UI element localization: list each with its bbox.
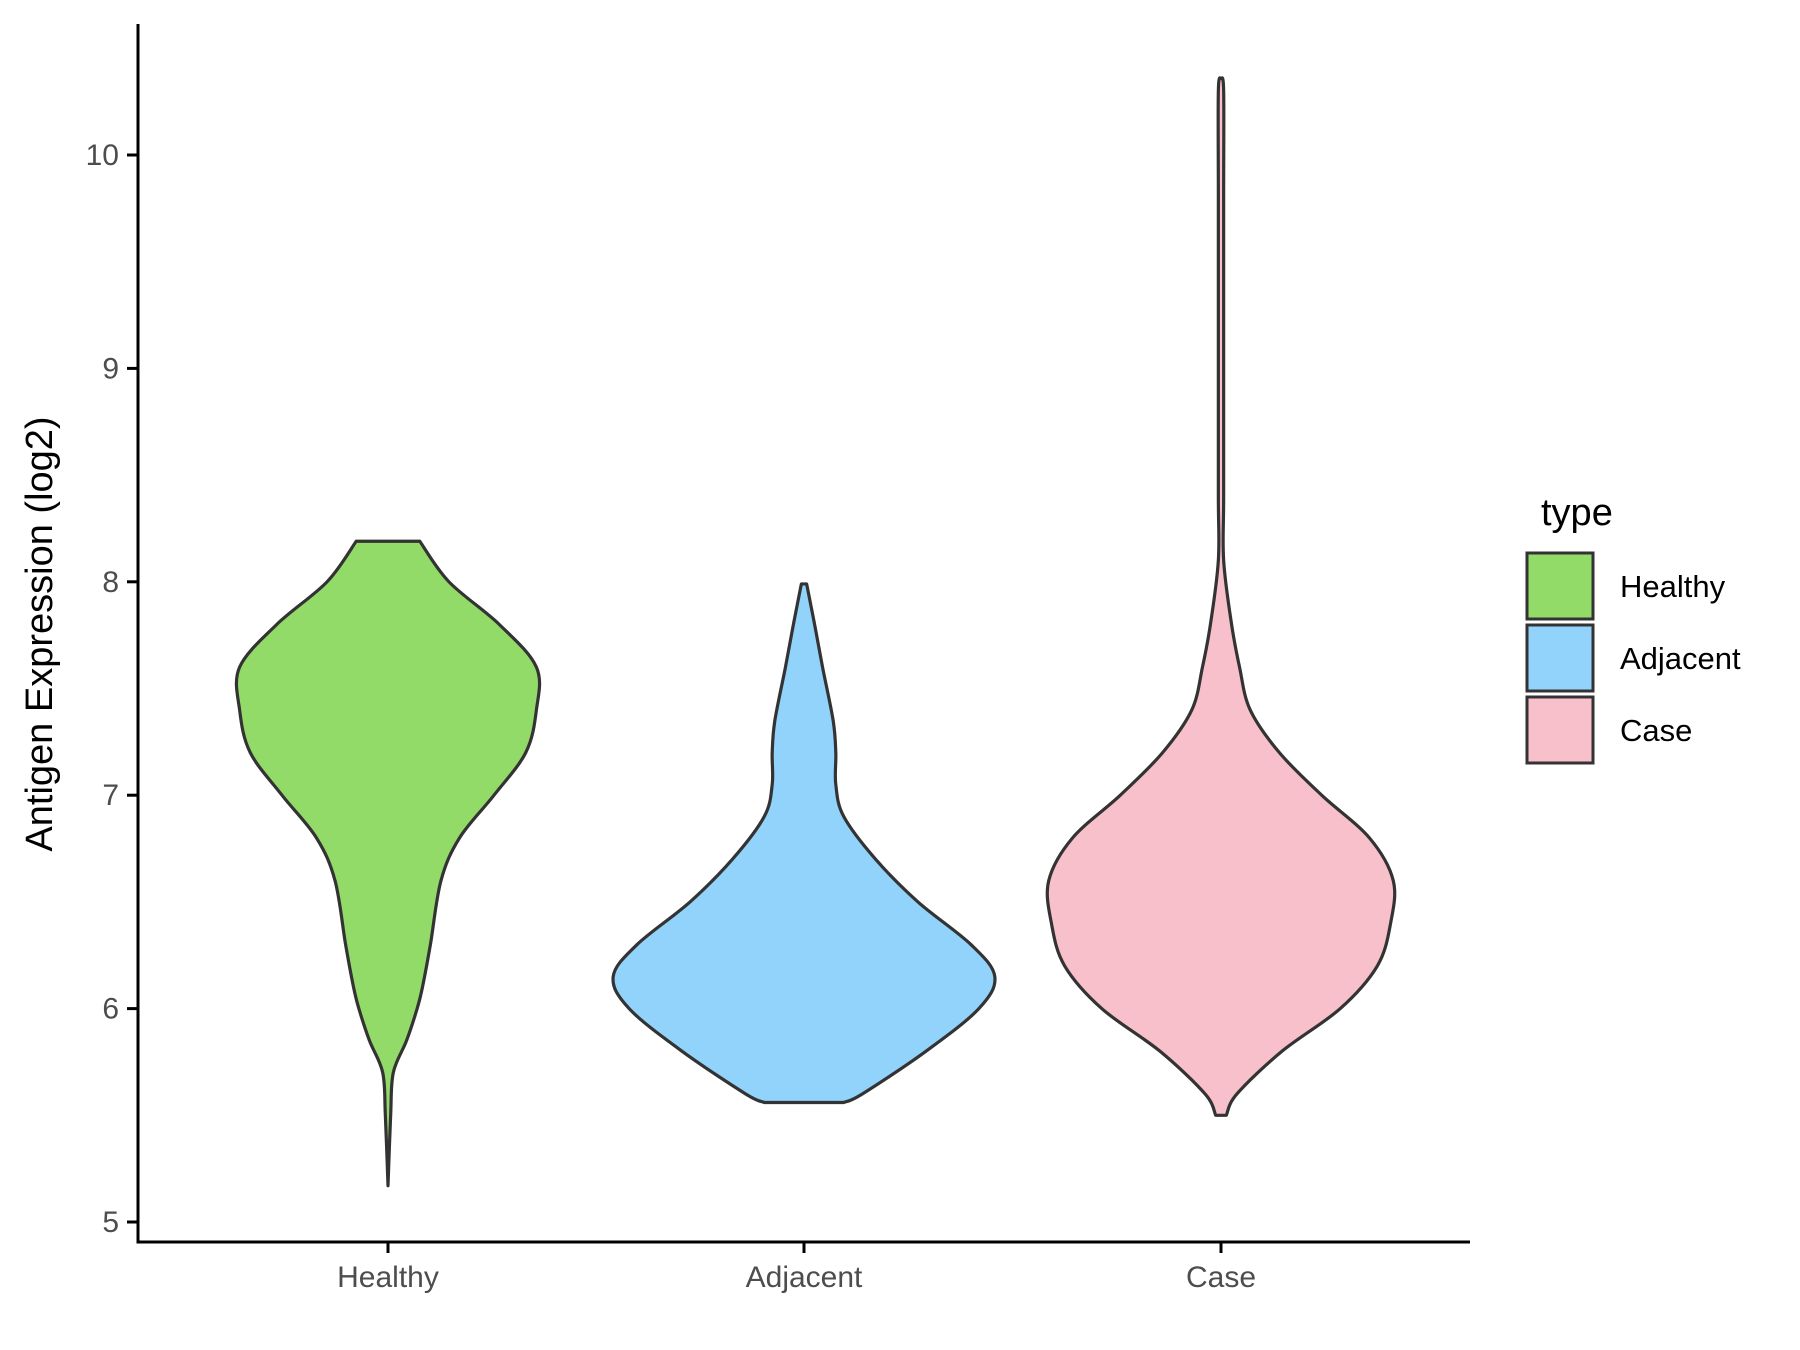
legend: type Healthy Adjacent Case (1525, 492, 1741, 765)
legend-entries: Healthy Adjacent Case (1525, 551, 1741, 765)
x-axis-ticks: Healthy Adjacent Case (337, 1242, 1256, 1294)
y-tick-label: 9 (102, 352, 119, 385)
violin-adjacent (611, 582, 997, 1105)
x-tick-label: Case (1186, 1261, 1256, 1294)
violin-case (1045, 76, 1397, 1117)
legend-title: type (1541, 492, 1613, 534)
legend-key-healthy (1525, 551, 1595, 621)
y-tick-label: 10 (86, 139, 119, 172)
y-tick-label: 5 (102, 1206, 119, 1239)
legend-label: Case (1620, 713, 1692, 748)
y-axis-ticks: 5 6 7 8 9 10 (86, 139, 138, 1239)
y-tick-label: 8 (102, 566, 119, 599)
legend-label: Adjacent (1620, 641, 1741, 676)
legend-key-case (1525, 695, 1595, 765)
legend-label: Healthy (1620, 569, 1726, 604)
axes-layer: 5 6 7 8 9 10 Healthy Adjacent Case (86, 24, 1470, 1294)
violins-layer (234, 76, 1397, 1188)
violin-healthy (234, 539, 542, 1188)
legend-key-adjacent (1525, 623, 1595, 693)
y-tick-label: 7 (102, 779, 119, 812)
x-tick-label: Adjacent (746, 1261, 863, 1294)
y-tick-label: 6 (102, 993, 119, 1026)
y-axis-title: Antigen Expression (log2) (19, 416, 61, 851)
x-tick-label: Healthy (337, 1261, 439, 1294)
